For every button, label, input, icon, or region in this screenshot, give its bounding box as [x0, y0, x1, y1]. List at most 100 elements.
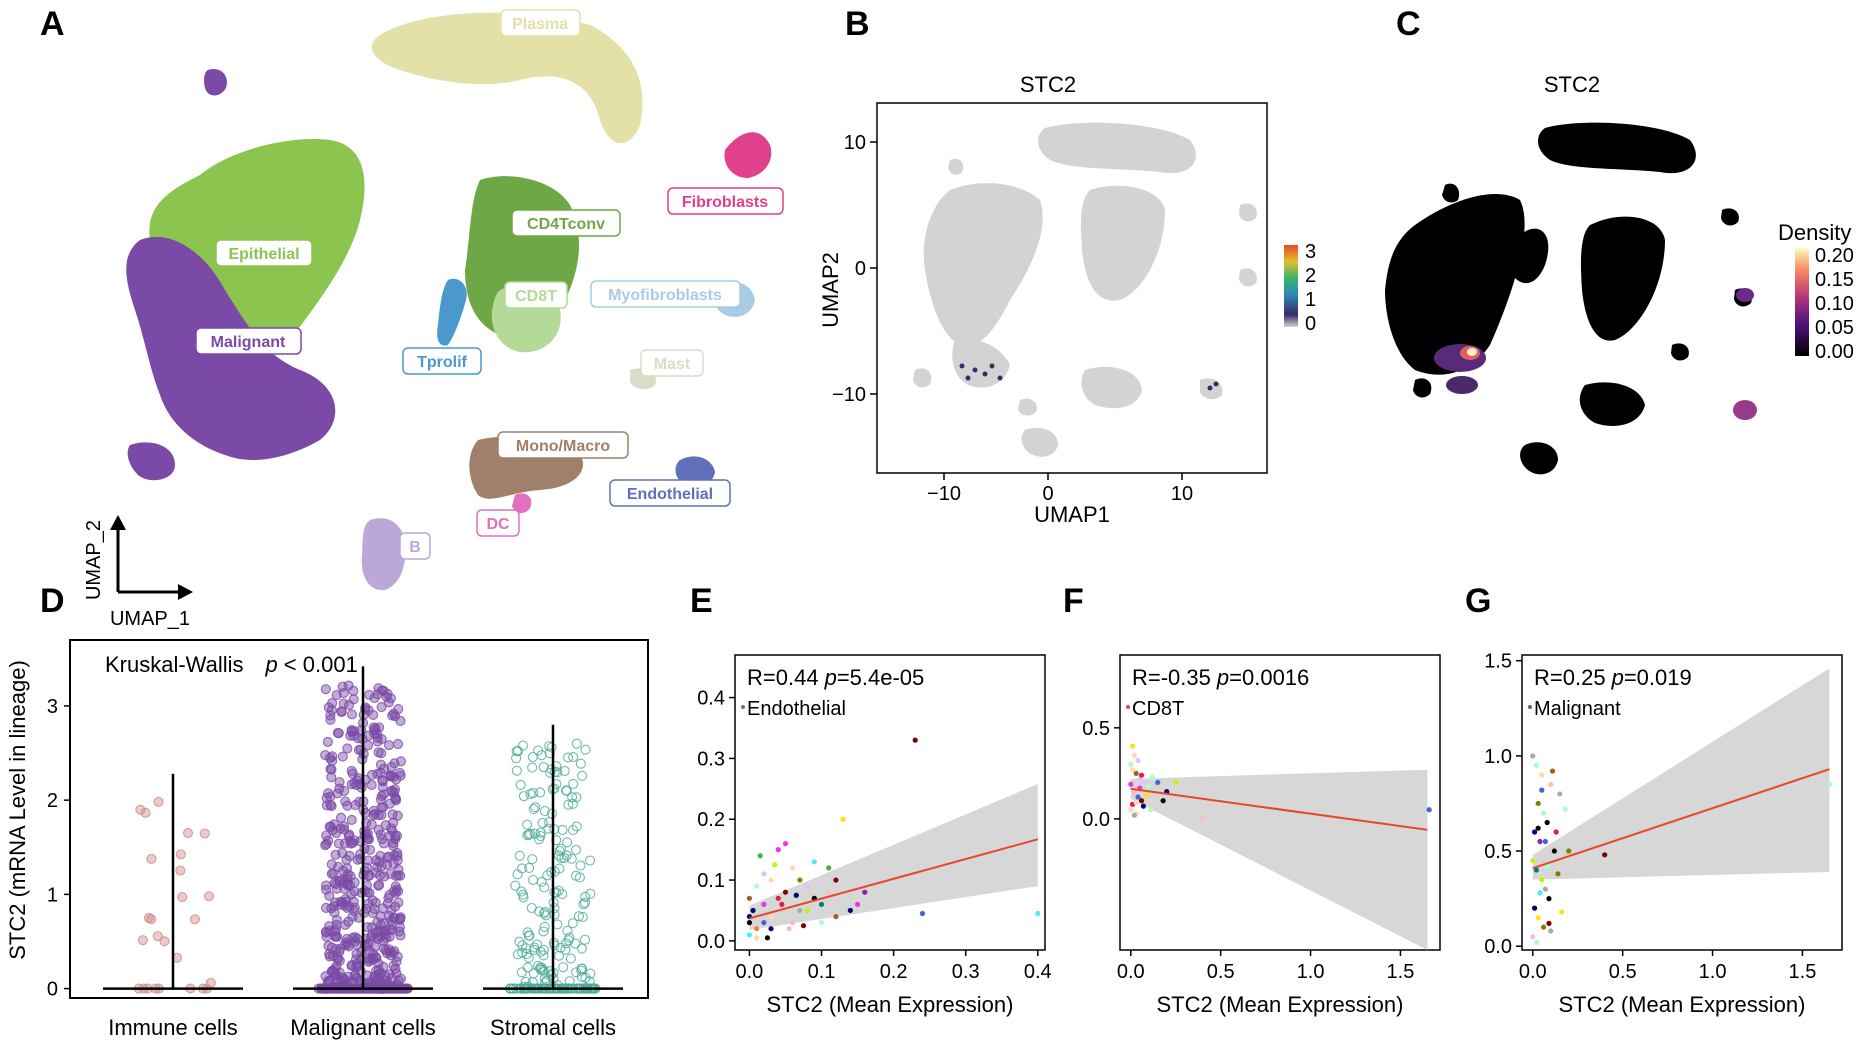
cluster-malignant-islet	[127, 442, 175, 481]
panel-d-point	[389, 784, 401, 795]
scatter-stats: R=0.44 p=5.4e-05	[747, 665, 924, 690]
cluster-label-myofibroblasts: Myofibroblasts	[590, 280, 741, 308]
panel-d-point	[576, 965, 587, 976]
panel-b-colorbar-tick: 2	[1305, 265, 1316, 287]
cluster-label-mono-macro: Mono/Macro	[497, 431, 629, 459]
panel-d-point	[566, 853, 577, 864]
panel-d-point	[152, 931, 163, 942]
panel-d-point	[368, 810, 379, 821]
panel-b-ylabel: UMAP2	[818, 252, 843, 328]
panel-d-point	[567, 825, 579, 836]
panel-d-point	[555, 942, 566, 953]
panel-e-letter: E	[690, 582, 713, 620]
panel-d-point	[533, 745, 544, 756]
scatter-ytick-label: 0.5	[1082, 718, 1110, 740]
cluster-label-dc: DC	[476, 509, 520, 537]
panel-d-point	[518, 892, 529, 903]
scatter-point	[1555, 871, 1561, 877]
scatter-point	[804, 883, 810, 889]
scatter-point	[1535, 825, 1541, 831]
scatter-point	[1533, 939, 1539, 945]
scatter-point	[1140, 803, 1146, 809]
scatter-stat-p-value: =5.4e-05	[837, 665, 924, 690]
panel-d-point	[562, 925, 573, 936]
scatter-ytick-label: 0.2	[697, 809, 725, 831]
panel-d-y-axis: 0 1 2 3	[47, 696, 70, 1001]
panel-d-ytick-label: 1	[47, 884, 58, 906]
panel-d-point	[337, 897, 348, 908]
panel-d-ytick-label: 2	[47, 790, 58, 812]
svg-text:Myofibroblasts: Myofibroblasts	[608, 287, 722, 304]
scatter-point	[818, 901, 825, 907]
panel-d-point	[562, 752, 574, 763]
panel-d-point	[349, 970, 360, 981]
scatter-point	[797, 877, 803, 883]
scatter-ytick-label: 0.1	[697, 870, 725, 892]
panel-d-point	[146, 914, 157, 925]
panel-d-point	[539, 882, 550, 893]
panel-d-point	[366, 930, 377, 941]
scatter-stat-p-label: p	[824, 665, 837, 690]
panel-a: A Plasma Fibroblasts Epithelial CD4Tconv…	[40, 5, 784, 630]
umap-axis-y-label: UMAP_2	[83, 520, 105, 600]
panel-d-point	[324, 948, 335, 960]
panel-d-point	[373, 880, 384, 891]
panel-d-point	[557, 824, 568, 835]
panel-d-point	[199, 828, 210, 839]
scatter-xlabel: STC2 (Mean Expression)	[1157, 992, 1404, 1017]
panel-b-title: STC2	[1020, 72, 1076, 97]
scatter-point	[1544, 863, 1550, 869]
scatter-stat-r: R=0.44	[747, 665, 819, 690]
scatter-stat-r: R=0.25	[1534, 665, 1606, 690]
scatter-point	[1540, 810, 1547, 816]
panel-d-point	[520, 976, 531, 987]
scatter-point	[790, 920, 796, 926]
panel-d-point	[362, 922, 373, 933]
cluster-label-cd4tconv: CD4Tconv	[511, 209, 621, 237]
panel-d-point	[535, 827, 546, 838]
panel-c: C STC2 Density	[1385, 5, 1854, 475]
scatter-stats: R=-0.35 p=0.0016	[1132, 665, 1309, 690]
panel-d-point	[392, 738, 404, 750]
cluster-label-endothelial: Endothelial	[609, 479, 731, 507]
panel-d-point	[350, 799, 361, 811]
scatter-point	[1548, 928, 1554, 934]
panel-d-plot-area	[69, 639, 649, 999]
panel-d-point	[518, 791, 529, 802]
panel-d-point	[374, 870, 386, 881]
scatter-stat-p-label: p	[1611, 665, 1624, 690]
scatter-point	[919, 910, 926, 917]
panel-d-point	[356, 782, 367, 793]
scatter-point	[782, 840, 789, 847]
panel-d-point	[367, 954, 378, 965]
scatter-point	[782, 889, 789, 895]
panel-d-point	[320, 902, 332, 914]
panel-d-point	[338, 687, 349, 699]
panel-d-point	[390, 795, 402, 806]
scatter-xlabel: STC2 (Mean Expression)	[767, 992, 1014, 1017]
panel-c-hotspot-c	[1467, 348, 1477, 356]
scatter-point	[1546, 896, 1552, 902]
panel-d-point	[391, 774, 402, 785]
scatter-point	[1562, 806, 1568, 812]
panel-d-point	[561, 850, 572, 861]
cluster-b-blob	[361, 518, 406, 591]
panel-d-point	[558, 962, 569, 973]
panel-d-point	[554, 846, 565, 857]
scatter-point	[1558, 909, 1565, 915]
panel-d-point	[205, 977, 216, 988]
svg-text:Mono/Macro: Mono/Macro	[516, 438, 610, 455]
panel-d-point	[567, 798, 578, 809]
panel-d-point	[538, 944, 549, 956]
scatter-stat-p-value: =0.0016	[1229, 665, 1309, 690]
panel-d-point	[346, 709, 358, 720]
panel-d-point	[341, 937, 352, 948]
panel-d-point	[549, 903, 560, 914]
scatter-point	[826, 865, 832, 871]
panel-e-plot: 0.0 0.1 0.2 0.3 0.4 0.0 0.1 0.2 0.3 0.4 STC2 (Mean…	[697, 654, 1052, 1017]
panel-f-letter: F	[1063, 582, 1084, 620]
scatter-xtick-label: 0.3	[952, 961, 980, 983]
panel-b-ytick: 0	[855, 258, 866, 280]
panel-d-point	[342, 743, 353, 754]
panel-d-point	[535, 787, 546, 798]
